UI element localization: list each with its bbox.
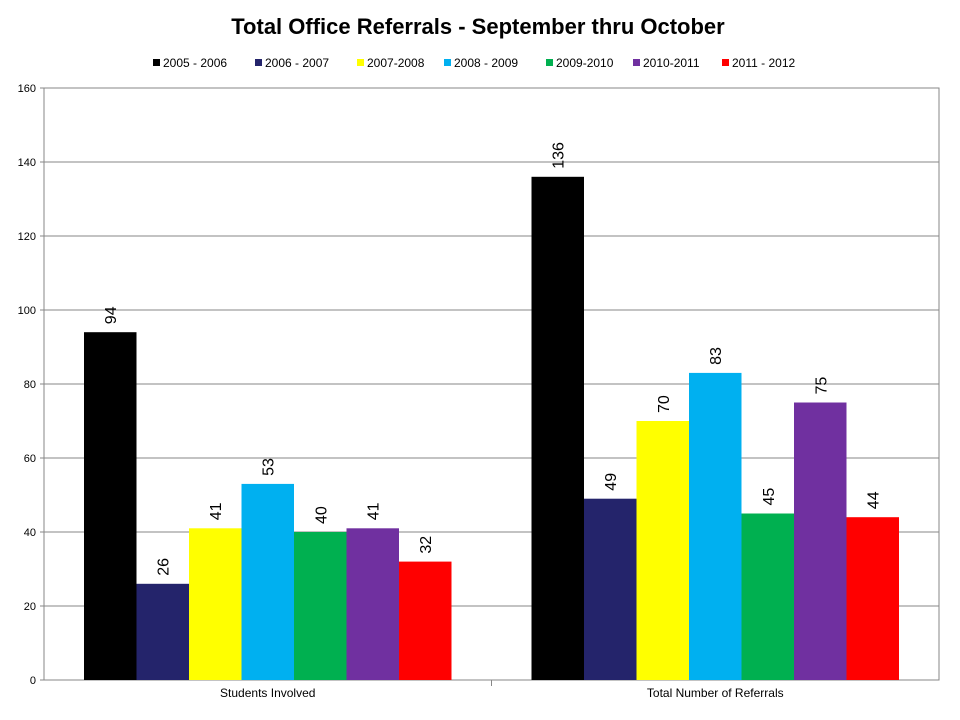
bar: [136, 583, 189, 680]
x-category-label: Total Number of Referrals: [647, 686, 784, 700]
bars: [84, 176, 899, 681]
legend-label: 2007-2008: [367, 56, 425, 70]
data-label: 41: [366, 502, 383, 520]
legend-swatch: [444, 59, 451, 66]
legend-label: 2008 - 2009: [454, 56, 518, 70]
chart-title: Total Office Referrals - September thru …: [231, 14, 725, 39]
data-label: 70: [656, 395, 673, 413]
legend-swatch: [546, 59, 553, 66]
y-tick-label: 160: [18, 83, 36, 95]
bar: [241, 483, 294, 680]
data-labels: 94 26 41 53 40 41 32 136 49 70 83 45 75 44: [103, 142, 883, 576]
y-tick-label: 40: [24, 527, 36, 539]
bar: [636, 421, 689, 680]
bar: [794, 402, 847, 680]
legend-swatch: [633, 59, 640, 66]
legend-swatch: [357, 59, 364, 66]
y-tick-label: 100: [18, 305, 36, 317]
data-label: 53: [261, 458, 278, 476]
bar: [689, 372, 742, 680]
legend-label: 2009-2010: [556, 56, 614, 70]
bar: [741, 513, 794, 680]
data-label: 40: [313, 506, 330, 524]
data-label: 75: [813, 377, 830, 395]
y-tick-label: 60: [24, 453, 36, 465]
bar: [584, 498, 637, 680]
data-label: 26: [156, 558, 173, 576]
data-label: 94: [103, 306, 120, 324]
y-tick-label: 0: [30, 675, 36, 687]
data-label: 45: [761, 488, 778, 506]
bar: [84, 332, 137, 680]
legend: 2005 - 2006 2006 - 2007 2007-2008 2008 - 20…: [153, 56, 795, 70]
bar: [294, 532, 347, 680]
data-label: 44: [866, 491, 883, 509]
y-tick-label: 140: [18, 157, 36, 169]
legend-label: 2011 - 2012: [732, 56, 795, 70]
legend-swatch: [255, 59, 262, 66]
data-label: 83: [708, 347, 725, 365]
data-label: 41: [208, 502, 225, 520]
legend-label: 2006 - 2007: [265, 56, 329, 70]
x-category-label: Students Involved: [220, 686, 315, 700]
y-tick-label: 80: [24, 379, 36, 391]
y-tick-label: 20: [24, 601, 36, 613]
bar: [531, 176, 584, 681]
legend-label: 2005 - 2006: [163, 56, 227, 70]
y-axis: 0 20 40 60 80 100 120 140 160: [18, 83, 44, 687]
bar: [189, 528, 242, 680]
bar: [399, 561, 452, 680]
data-label: 32: [418, 536, 435, 554]
legend-swatch: [722, 59, 729, 66]
bar: [346, 528, 399, 680]
data-label: 49: [603, 473, 620, 491]
bar: [846, 517, 899, 680]
legend-swatch: [153, 59, 160, 66]
x-axis: Students Involved Total Number of Referra…: [220, 680, 784, 700]
y-tick-label: 120: [18, 231, 36, 243]
legend-label: 2010-2011: [643, 56, 700, 70]
data-label: 136: [551, 142, 568, 169]
